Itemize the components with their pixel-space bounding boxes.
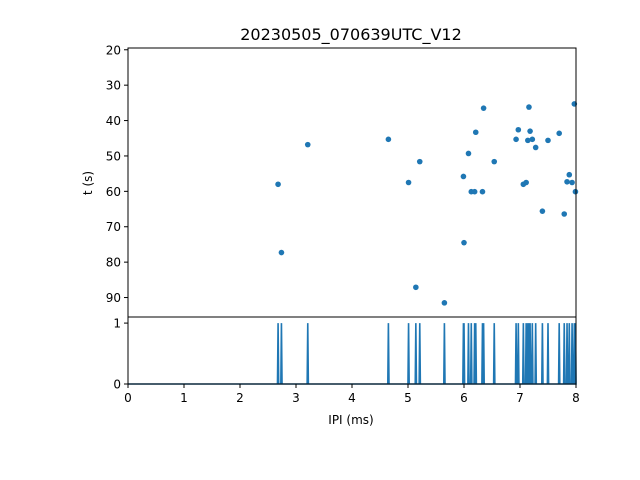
y-tick-label: 60 [106, 185, 121, 199]
y-tick-label: 70 [106, 220, 121, 234]
scatter-point [529, 136, 536, 143]
scatter-point [527, 128, 533, 134]
scatter-point [523, 179, 529, 186]
scatter-point [532, 144, 539, 151]
scatter-points [275, 101, 579, 306]
scatter-point [539, 208, 546, 214]
scatter-point [460, 173, 467, 180]
scatter-frame [127, 47, 577, 318]
scatter-point [416, 158, 423, 165]
spike-line [128, 323, 577, 385]
x-axis-label: IPI (ms) [328, 413, 373, 427]
scatter-point [275, 181, 281, 188]
scatter-point [561, 211, 568, 217]
spike-y-axis-ticks: 01 [113, 317, 128, 392]
spike-frame [127, 316, 577, 385]
scatter-point [405, 179, 412, 186]
scatter-point [491, 158, 498, 165]
spike-x-axis-ticks: 0 1 2 3 4 5 6 7 8 [124, 384, 580, 405]
scatter-point [278, 249, 285, 256]
scatter-point [465, 150, 472, 157]
scatter-point [572, 188, 579, 195]
x-tick-label: 6 [460, 391, 468, 405]
scatter-point [472, 129, 479, 136]
y-tick-label: 90 [106, 291, 121, 305]
x-tick-label: 2 [236, 391, 244, 405]
scatter-point [564, 178, 570, 185]
scatter-point [471, 188, 478, 195]
scatter-y-axis-label: t (s) [81, 171, 95, 195]
y-tick-label: 20 [106, 43, 121, 57]
scatter-point [304, 141, 311, 148]
x-tick-label: 3 [292, 391, 300, 405]
scatter-point [556, 130, 562, 137]
x-tick-label: 4 [348, 391, 356, 405]
scatter-point [480, 105, 487, 111]
scatter-point [441, 300, 448, 306]
x-tick-label: 7 [516, 391, 524, 405]
x-tick-label: 8 [572, 391, 580, 405]
chart-title: 20230505_070639UTC_V12 [240, 25, 462, 45]
y-tick-label: 40 [106, 114, 121, 128]
scatter-point [479, 188, 486, 195]
scatter-point [413, 284, 419, 291]
y-tick-label: 50 [106, 149, 121, 163]
y-tick-label: 80 [106, 256, 121, 270]
scatter-point [545, 137, 551, 144]
scatter-point [526, 104, 532, 110]
scatter-y-axis-ticks: 20 30 40 50 60 70 80 90 [106, 43, 128, 305]
scatter-point [515, 126, 522, 133]
scatter-point [461, 239, 467, 246]
scatter-point [569, 179, 575, 186]
y-tick-label: 0 [113, 378, 121, 392]
x-tick-label: 5 [404, 391, 412, 405]
x-tick-label: 0 [124, 391, 132, 405]
scatter-point [525, 137, 531, 144]
y-tick-label: 30 [106, 79, 121, 93]
scatter-point [513, 136, 519, 143]
scatter-panel: 20 30 40 50 60 70 80 90 t (s) [81, 43, 579, 318]
y-tick-label: 1 [113, 317, 121, 331]
scatter-point [385, 136, 392, 143]
x-tick-label: 1 [180, 391, 188, 405]
scatter-point [566, 171, 573, 178]
